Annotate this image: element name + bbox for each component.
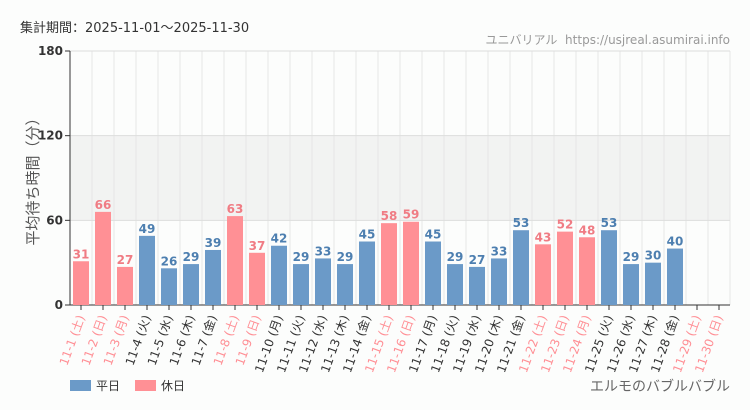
- bar: [601, 230, 617, 305]
- bar: [337, 264, 353, 305]
- data-label: 66: [95, 198, 112, 212]
- bar: [645, 262, 661, 305]
- bar: [491, 258, 507, 305]
- bar: [183, 264, 199, 305]
- bar: [557, 231, 573, 305]
- data-label: 49: [139, 222, 156, 236]
- y-tick-label: 120: [38, 129, 63, 143]
- data-label: 45: [359, 228, 376, 242]
- data-label: 33: [315, 244, 332, 258]
- data-label: 43: [535, 230, 552, 244]
- y-tick-label: 180: [38, 44, 63, 58]
- data-label: 63: [227, 202, 244, 216]
- bar: [359, 241, 375, 305]
- y-axis-label: 平均待ち時間（分）: [24, 110, 42, 245]
- data-label: 39: [205, 236, 222, 250]
- y-tick-label: 60: [46, 213, 63, 227]
- data-label: 40: [667, 235, 684, 249]
- y-tick-label: 0: [55, 298, 63, 312]
- data-label: 27: [117, 253, 134, 267]
- bar: [403, 221, 419, 305]
- data-label: 59: [403, 208, 420, 222]
- data-label: 26: [161, 254, 178, 268]
- legend-label: 平日: [96, 379, 120, 393]
- data-label: 27: [469, 253, 486, 267]
- bar: [513, 230, 529, 305]
- bar: [469, 266, 485, 305]
- bar: [95, 211, 111, 305]
- data-label: 53: [513, 216, 530, 230]
- legend-label: 休日: [161, 379, 185, 393]
- bar: [249, 252, 265, 305]
- data-label: 29: [447, 250, 464, 264]
- data-label: 58: [381, 209, 398, 223]
- bar: [623, 264, 639, 305]
- data-label: 53: [601, 216, 618, 230]
- data-label: 29: [183, 250, 200, 264]
- bar: [205, 249, 221, 305]
- data-label: 31: [73, 247, 90, 261]
- data-label: 37: [249, 239, 266, 253]
- legend-swatch: [135, 380, 156, 391]
- data-label: 29: [293, 250, 310, 264]
- bar: [667, 248, 683, 305]
- data-label: 52: [557, 218, 574, 232]
- data-label: 48: [579, 223, 596, 237]
- site-label[interactable]: ユニバリアル https://usjreal.asumirai.info: [485, 33, 730, 47]
- bar: [161, 268, 177, 305]
- bar: [271, 245, 287, 305]
- bar: [381, 223, 397, 305]
- bar: [293, 264, 309, 305]
- legend-swatch: [70, 380, 91, 391]
- bar: [117, 266, 133, 305]
- data-label: 45: [425, 228, 442, 242]
- bar: [425, 241, 441, 305]
- bar: [227, 216, 243, 305]
- bar: [139, 235, 155, 305]
- bar: [579, 237, 595, 305]
- period-label: 集計期間：2025-11-01～2025-11-30: [20, 21, 250, 36]
- bar: [535, 244, 551, 305]
- data-label: 29: [337, 250, 354, 264]
- bar: [447, 264, 463, 305]
- data-label: 29: [623, 250, 640, 264]
- attraction-name: エルモのバブルバブル: [590, 379, 730, 395]
- data-label: 33: [491, 244, 508, 258]
- bar: [315, 258, 331, 305]
- data-label: 42: [271, 232, 288, 246]
- data-label: 30: [645, 249, 662, 263]
- bar: [73, 261, 89, 305]
